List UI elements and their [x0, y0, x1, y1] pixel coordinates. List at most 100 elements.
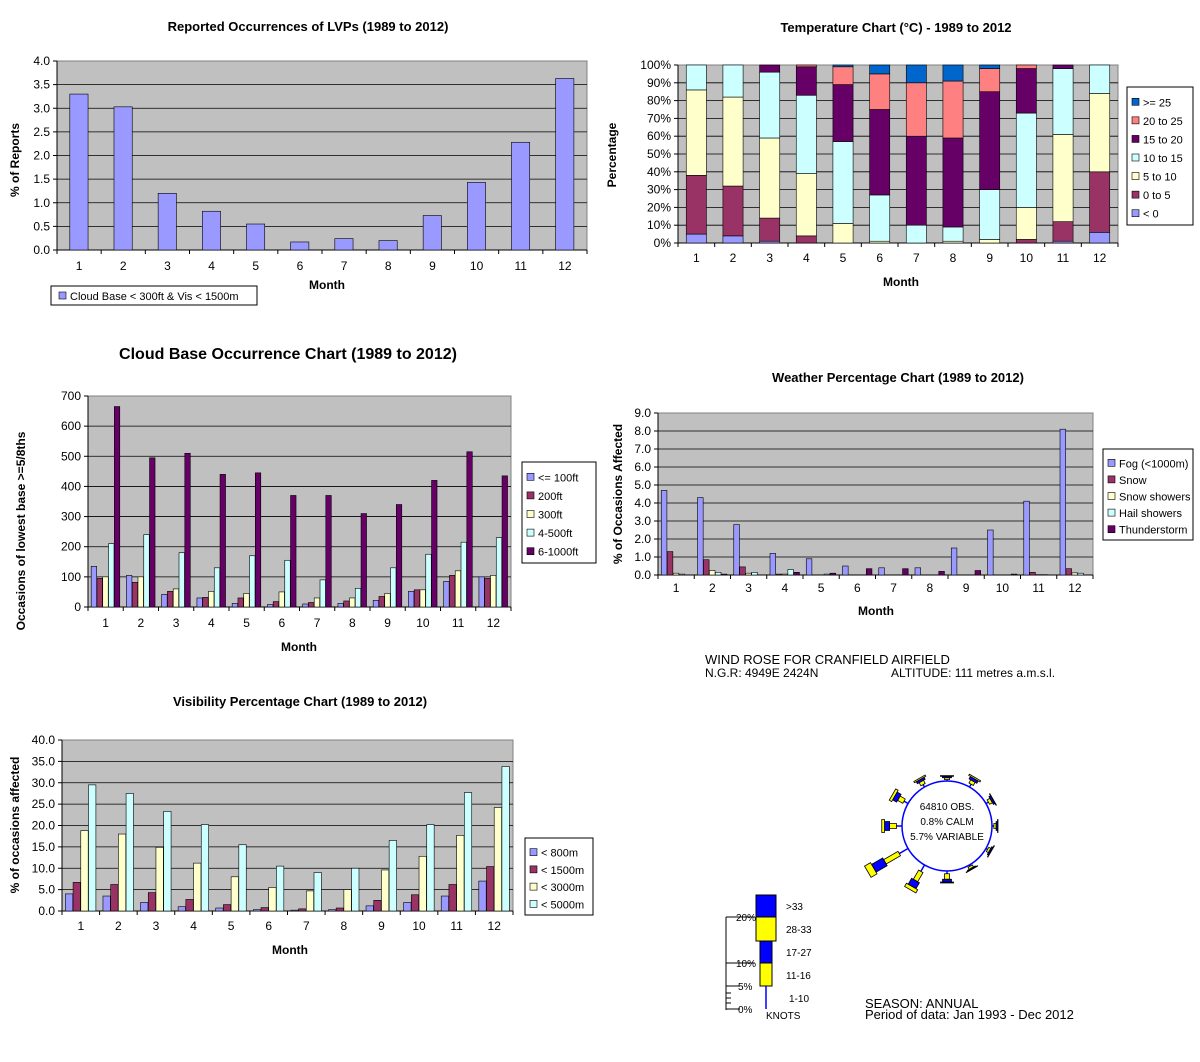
bar — [237, 597, 244, 608]
rose-key-seg-11-16 — [759, 962, 773, 987]
bar — [1077, 572, 1084, 576]
bar — [1059, 428, 1066, 576]
bar-segment — [759, 217, 781, 242]
legend-label: 6-1000ft — [538, 547, 578, 559]
x-tick-label: 12 — [1068, 581, 1082, 595]
speed-label-17-27: 17-27 — [786, 948, 812, 959]
rose-spoke-segment — [940, 775, 954, 777]
y-tick-label: 600 — [61, 419, 81, 433]
bar — [408, 591, 415, 608]
legend-swatch — [58, 291, 67, 300]
rose-scale-10: 10% — [736, 959, 756, 970]
y-tick-label: 5.0 — [38, 883, 55, 897]
bar — [108, 543, 115, 608]
y-tick-label: 4.0 — [634, 496, 651, 510]
bar — [484, 578, 491, 608]
rose-key-seg-17-27 — [759, 940, 773, 964]
bar — [431, 480, 438, 608]
rose-key-seg-33plus — [755, 894, 777, 918]
bar — [411, 894, 420, 912]
wind-rose-obs: 64810 OBS. — [920, 802, 974, 813]
rose-spoke-segment — [920, 864, 926, 872]
bar — [223, 904, 232, 912]
bar-segment — [1015, 239, 1037, 244]
bar-segment — [795, 235, 817, 244]
y-tick-label: 3.5 — [33, 78, 50, 92]
bar — [202, 597, 209, 608]
bar-segment — [942, 137, 964, 228]
bar — [126, 575, 133, 608]
bar-segment — [832, 66, 854, 85]
bar — [238, 844, 247, 912]
bar — [284, 559, 291, 608]
bar — [987, 529, 994, 576]
legend-label: 5 to 10 — [1143, 172, 1177, 184]
bar — [290, 909, 299, 912]
legend-box — [50, 285, 258, 306]
bar — [974, 570, 981, 576]
bar — [1010, 573, 1018, 576]
x-tick-label: 10 — [1020, 251, 1034, 265]
bar — [178, 552, 185, 608]
y-tick-label: 2.0 — [634, 532, 651, 546]
x-tick-label: 2 — [115, 919, 122, 933]
bar — [478, 576, 485, 608]
bar — [113, 406, 121, 608]
bar — [829, 572, 836, 576]
legend-box — [521, 461, 597, 564]
bar-segment — [905, 224, 927, 244]
legend-swatch — [1131, 116, 1140, 125]
bar — [143, 534, 150, 608]
bar — [373, 900, 382, 912]
wind-rose-calm: 0.8% CALM — [920, 817, 973, 828]
bar — [140, 902, 149, 912]
x-tick-label: 10 — [996, 581, 1010, 595]
y-tick-label: 60% — [647, 129, 671, 143]
x-tick-label: 9 — [378, 919, 385, 933]
bar-segment — [832, 141, 854, 224]
bar — [96, 578, 103, 608]
bar — [161, 594, 168, 608]
y-tick-label: 90% — [647, 76, 671, 90]
bar — [1065, 568, 1072, 576]
y-tick-label: 100 — [61, 570, 81, 584]
legend-swatch — [1131, 209, 1140, 218]
y-tick-label: 700 — [61, 389, 81, 403]
bar-segment — [685, 233, 707, 244]
x-tick-label: 6 — [265, 919, 272, 933]
bar — [660, 490, 668, 576]
rose-spoke-segment — [942, 878, 952, 883]
bar-segment — [722, 185, 744, 237]
wind-rose-key: 20% 10% 5% 0% >33 28-33 17-27 11-16 1-10… — [725, 894, 812, 1022]
bar — [787, 569, 794, 576]
x-tick-label: 7 — [314, 616, 321, 630]
chart-title: Cloud Base Occurrence Chart (1989 to 201… — [119, 346, 457, 363]
x-tick-label: 8 — [927, 581, 934, 595]
bar-segment — [869, 109, 891, 196]
x-tick-label: 11 — [515, 259, 528, 273]
y-tick-label: 200 — [61, 540, 81, 554]
legend-swatch — [1131, 97, 1140, 106]
x-tick-label: 11 — [1057, 251, 1070, 265]
rose-spoke-segment — [903, 800, 909, 805]
x-tick-label: 2 — [730, 251, 737, 265]
y-tick-label: 400 — [61, 479, 81, 493]
bar — [501, 475, 508, 608]
bar — [865, 568, 873, 576]
bar — [425, 553, 432, 608]
rose-scale-0: 0% — [738, 1005, 753, 1016]
bar — [360, 513, 367, 608]
bar — [157, 193, 177, 251]
bar — [672, 572, 680, 576]
chart-title: Reported Occurrences of LVPs (1989 to 20… — [168, 19, 449, 34]
bar — [464, 792, 473, 912]
bar — [88, 784, 97, 912]
rose-spoke-segment — [884, 821, 890, 831]
bar — [254, 472, 262, 608]
wind-rose-title: WIND ROSE FOR CRANFIELD AIRFIELD — [705, 652, 950, 667]
bar — [246, 223, 266, 251]
bar — [260, 907, 269, 912]
y-axis-label: Occasions of lowest base >=5/8ths — [14, 431, 28, 630]
legend-swatch — [1131, 153, 1140, 162]
legend-label: Fog (<1000m) — [1119, 458, 1188, 470]
